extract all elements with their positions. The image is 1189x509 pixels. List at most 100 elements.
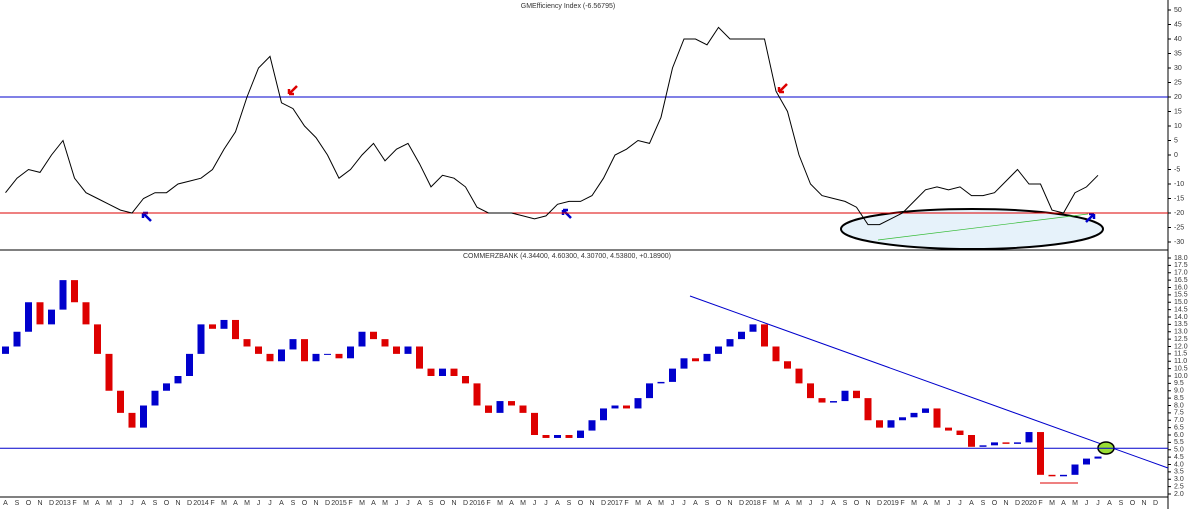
x-tick-label: N [37,500,42,507]
x-tick-label: A [647,500,652,507]
candle [772,346,780,362]
candle [416,346,423,369]
candle [94,324,101,354]
candle [324,353,331,355]
x-tick-label: D [463,500,468,507]
candle [13,331,21,347]
y-tick-label: -20 [1174,210,1184,217]
x-tick-label: N [1003,500,1008,507]
y-tick-label: 9.0 [1174,388,1184,395]
x-tick-label: M [497,500,503,507]
x-tick-label: O [302,500,308,507]
chart-title: GMEfficiency Index (-6.56795) [521,3,615,10]
x-tick-label: J [671,500,675,507]
x-tick-label: J [809,500,813,507]
x-tick-label: 2016 [469,500,485,507]
x-tick-label: M [106,500,112,507]
x-tick-label: S [15,500,20,507]
y-tick-label: 10.5 [1174,365,1188,372]
y-tick-label: 11.0 [1174,358,1187,365]
x-tick-label: D [325,500,330,507]
x-tick-label: M [773,500,779,507]
x-tick-label: J [130,500,134,507]
candle [565,435,573,438]
candle [623,405,630,409]
x-tick-label: J [395,500,399,507]
x-tick-label: A [785,500,790,507]
y-tick-label: 4.5 [1174,454,1184,461]
y-tick-label: 5.0 [1174,447,1184,454]
candle [1083,458,1090,465]
candle [105,353,113,391]
x-tick-label: O [716,500,722,507]
x-tick-label: A [279,500,284,507]
x-tick-label: D [49,500,54,507]
x-tick-label: J [119,500,123,507]
candle [680,358,688,369]
x-tick-label: A [417,500,422,507]
candle [48,309,55,325]
x-tick-label: M [244,500,250,507]
candle [485,405,492,413]
x-tick-label: J [820,500,824,507]
candle [795,368,803,384]
indicator-line [5,26,1099,226]
x-tick-label: A [1061,500,1066,507]
x-tick-label: N [451,500,456,507]
y-tick-label: 35 [1174,50,1182,57]
x-tick-label: M [382,500,388,507]
candle [761,324,768,347]
y-tick-label: 20 [1174,94,1182,101]
x-tick-label: D [739,500,744,507]
candle [174,376,182,384]
candle [1014,442,1021,444]
x-tick-label: M [658,500,664,507]
candle [128,412,136,428]
x-tick-label: A [1107,500,1112,507]
y-tick-label: 16.5 [1174,277,1188,284]
x-tick-label: S [291,500,296,507]
x-tick-label: M [1072,500,1078,507]
candle [600,408,607,421]
y-tick-label: 10.0 [1174,373,1188,380]
x-tick-label: A [141,500,146,507]
x-tick-label: S [705,500,710,507]
x-tick-label: 2017 [607,500,623,507]
y-tick-label: 16.0 [1174,284,1188,291]
y-tick-label: 6.0 [1174,432,1184,439]
candle [657,381,665,384]
x-tick-label: D [1015,500,1020,507]
y-tick-label: 14.5 [1174,306,1188,313]
x-tick-label: F [624,500,628,507]
candle [588,420,596,431]
candle [669,368,676,382]
y-tick-label: 9.5 [1174,380,1184,387]
candle [841,390,849,402]
x-tick-label: S [153,500,158,507]
candle [301,339,308,362]
x-tick-label: 2018 [745,500,761,507]
candle [197,324,205,354]
candle [646,383,653,399]
x-tick-label: O [578,500,584,507]
x-tick-label: D [1153,500,1158,507]
candle [726,339,734,347]
candle [140,405,147,428]
x-tick-label: J [958,500,962,507]
candle [715,346,722,354]
x-tick-label: A [923,500,928,507]
y-tick-label: 17.0 [1174,270,1188,277]
x-tick-label: J [406,500,410,507]
candle [393,346,400,354]
x-tick-label: F [1038,500,1042,507]
y-tick-label: 15.0 [1174,299,1188,306]
x-tick-label: A [95,500,100,507]
x-tick-label: J [1085,500,1089,507]
y-tick-label: 13.5 [1174,321,1188,328]
y-tick-label: 7.0 [1174,417,1184,424]
x-tick-label: N [865,500,870,507]
y-tick-label: 15.5 [1174,292,1188,299]
candle [979,445,987,447]
y-tick-label: 12.5 [1174,336,1188,343]
x-tick-label: J [533,500,537,507]
